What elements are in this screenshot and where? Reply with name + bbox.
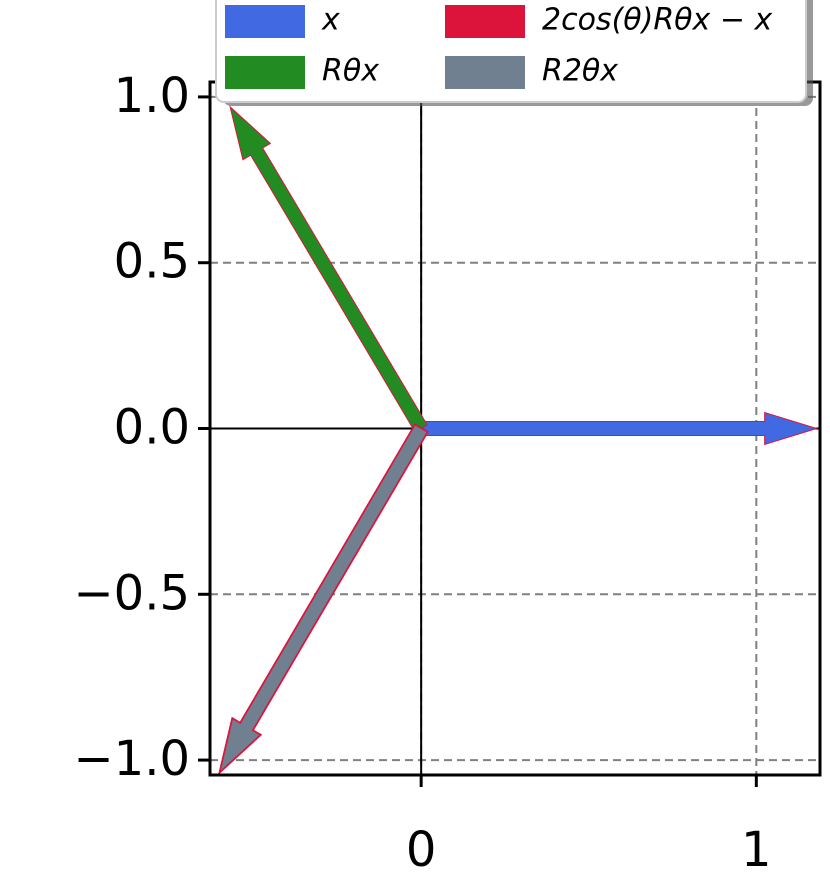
y-tick-label: 0.5 [114,234,190,290]
y-tick-label: 0.0 [114,400,190,456]
legend-label: x [321,3,340,38]
y-tick-label: −0.5 [73,565,190,621]
legend-label: Rθx [322,54,379,89]
x-tick-label: 0 [406,822,437,877]
x-tick-label: 1 [741,822,772,877]
legend-swatch [445,56,525,89]
arrow [420,411,819,446]
y-tick-label: 1.0 [114,68,190,124]
legend-swatch [225,5,305,38]
legend-swatch [225,56,305,89]
legend: x Rθx 2cos(θ)Rθx − x R2θx [215,0,813,106]
arrow [219,424,428,774]
legend-label: 2cos(θ)Rθx − x [542,3,772,38]
legend-box [215,0,807,103]
y-tick-label: −1.0 [73,731,190,787]
legend-swatch [445,5,525,38]
arrow [229,105,428,433]
legend-label: R2θx [542,54,618,89]
